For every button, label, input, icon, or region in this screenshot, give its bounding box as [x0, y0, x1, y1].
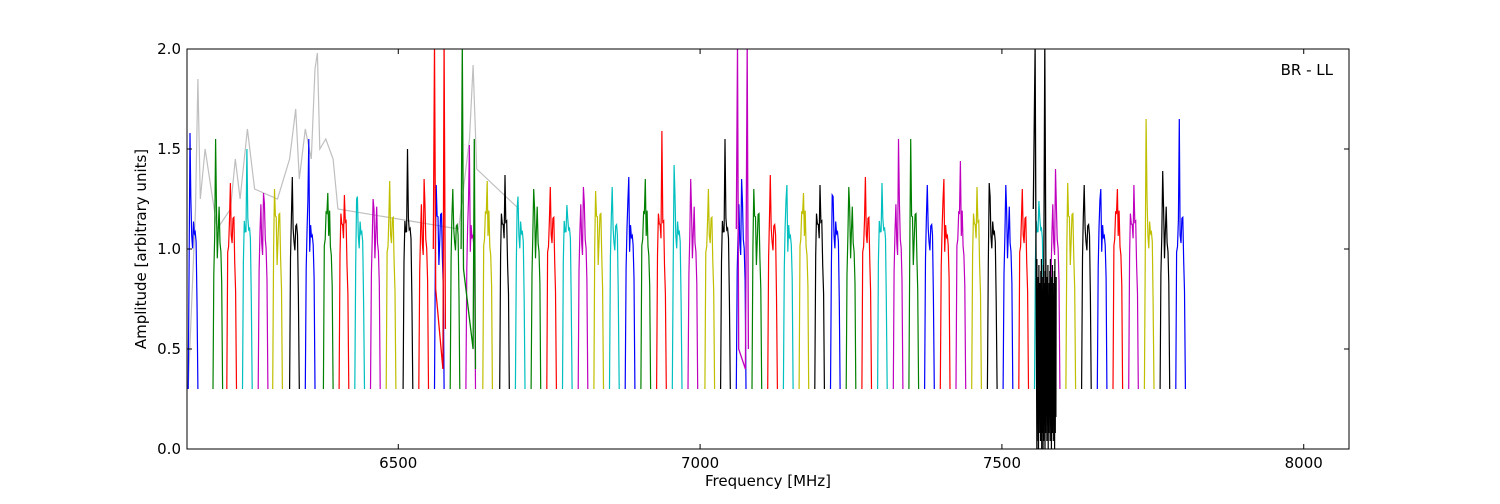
- band-trace-40: [829, 192, 841, 390]
- band-trace-29: [655, 130, 667, 390]
- band-trace-35: [751, 188, 763, 390]
- band-trace-4: [257, 192, 269, 390]
- band-trace-52: [1018, 188, 1030, 390]
- band-trace-58: [1112, 188, 1124, 390]
- x-tick-label: 7000: [681, 454, 719, 472]
- band-trace-23: [561, 204, 573, 390]
- band-trace-60: [1143, 118, 1155, 390]
- band-trace-11: [369, 198, 381, 390]
- band-trace-57: [1096, 188, 1108, 390]
- band-trace-54: [1049, 168, 1061, 390]
- band-trace-19: [499, 174, 510, 390]
- y-axis-ticks: 0.0 0.5 1.0 1.5 2.0: [157, 40, 1349, 458]
- band-trace-14: [418, 178, 430, 390]
- band-trace-6: [289, 176, 300, 390]
- band-trace-37: [782, 184, 794, 390]
- y-tick-label: 2.0: [157, 40, 181, 58]
- band-trace-28: [640, 178, 652, 390]
- band-trace-22: [546, 186, 557, 390]
- noise-trace: [1036, 258, 1057, 449]
- band-trace-7: [304, 138, 316, 390]
- band-trace-13: [402, 148, 414, 390]
- band-trace-39: [814, 184, 826, 390]
- band-trace-21: [530, 188, 542, 390]
- x-axis-label: Frequency [MHz]: [705, 472, 831, 490]
- plot-area: [187, 49, 1186, 449]
- x-axis-ticks: 6500 7000 7500 8000: [379, 49, 1323, 472]
- band-trace-33: [719, 138, 731, 390]
- y-axis-label: Amplitude [arbitrary units]: [132, 149, 150, 349]
- band-trace-50: [986, 182, 998, 390]
- y-tick-label: 0.0: [157, 440, 181, 458]
- background-trace: [187, 52, 520, 390]
- band-trace-1: [212, 138, 224, 390]
- band-trace-56: [1080, 184, 1092, 390]
- band-trace-24: [577, 186, 589, 390]
- band-trace-61: [1159, 170, 1171, 390]
- spike-trace-3: [1032, 49, 1048, 449]
- band-trace-32: [704, 188, 716, 390]
- band-trace-12: [385, 180, 397, 390]
- band-trace-47: [939, 178, 951, 390]
- band-trace-36: [767, 174, 778, 390]
- spike-trace-2: [735, 49, 750, 370]
- band-trace-42: [861, 176, 873, 390]
- band-trace-48: [955, 160, 967, 390]
- x-tick-label: 6500: [379, 454, 417, 472]
- band-trace-30: [671, 164, 683, 390]
- x-tick-label: 8000: [1285, 454, 1323, 472]
- band-trace-26: [608, 186, 620, 390]
- band-trace-15: [433, 184, 445, 390]
- band-trace-8: [322, 192, 334, 390]
- band-trace-2: [226, 182, 238, 390]
- band-trace-31: [687, 178, 699, 390]
- series-layer: [187, 49, 1186, 449]
- band-trace-46: [923, 184, 935, 390]
- band-trace-62: [1175, 118, 1186, 390]
- band-trace-20: [514, 196, 526, 390]
- band-trace-49: [971, 186, 982, 390]
- band-trace-9: [338, 194, 350, 390]
- annotation-label: BR - LL: [1281, 61, 1334, 79]
- band-trace-59: [1128, 184, 1139, 390]
- y-tick-label: 1.0: [157, 240, 181, 258]
- band-trace-51: [1002, 184, 1014, 390]
- band-trace-43: [876, 182, 888, 390]
- band-trace-3: [241, 148, 253, 390]
- y-tick-label: 1.5: [157, 140, 181, 158]
- band-trace-5: [272, 188, 283, 390]
- band-trace-25: [593, 190, 605, 390]
- spike-trace-1: [460, 49, 477, 370]
- band-trace-41: [845, 186, 857, 390]
- band-trace-38: [798, 192, 810, 390]
- band-trace-55: [1065, 182, 1077, 390]
- band-trace-16: [449, 188, 461, 390]
- band-trace-45: [908, 138, 920, 390]
- x-tick-label: 7500: [983, 454, 1021, 472]
- y-tick-label: 0.5: [157, 340, 181, 358]
- band-trace-10: [354, 196, 366, 390]
- band-trace-27: [624, 176, 636, 390]
- spike-trace-0: [432, 49, 447, 370]
- band-trace-18: [482, 180, 493, 390]
- band-trace-44: [892, 138, 904, 390]
- band-trace-0: [187, 132, 199, 390]
